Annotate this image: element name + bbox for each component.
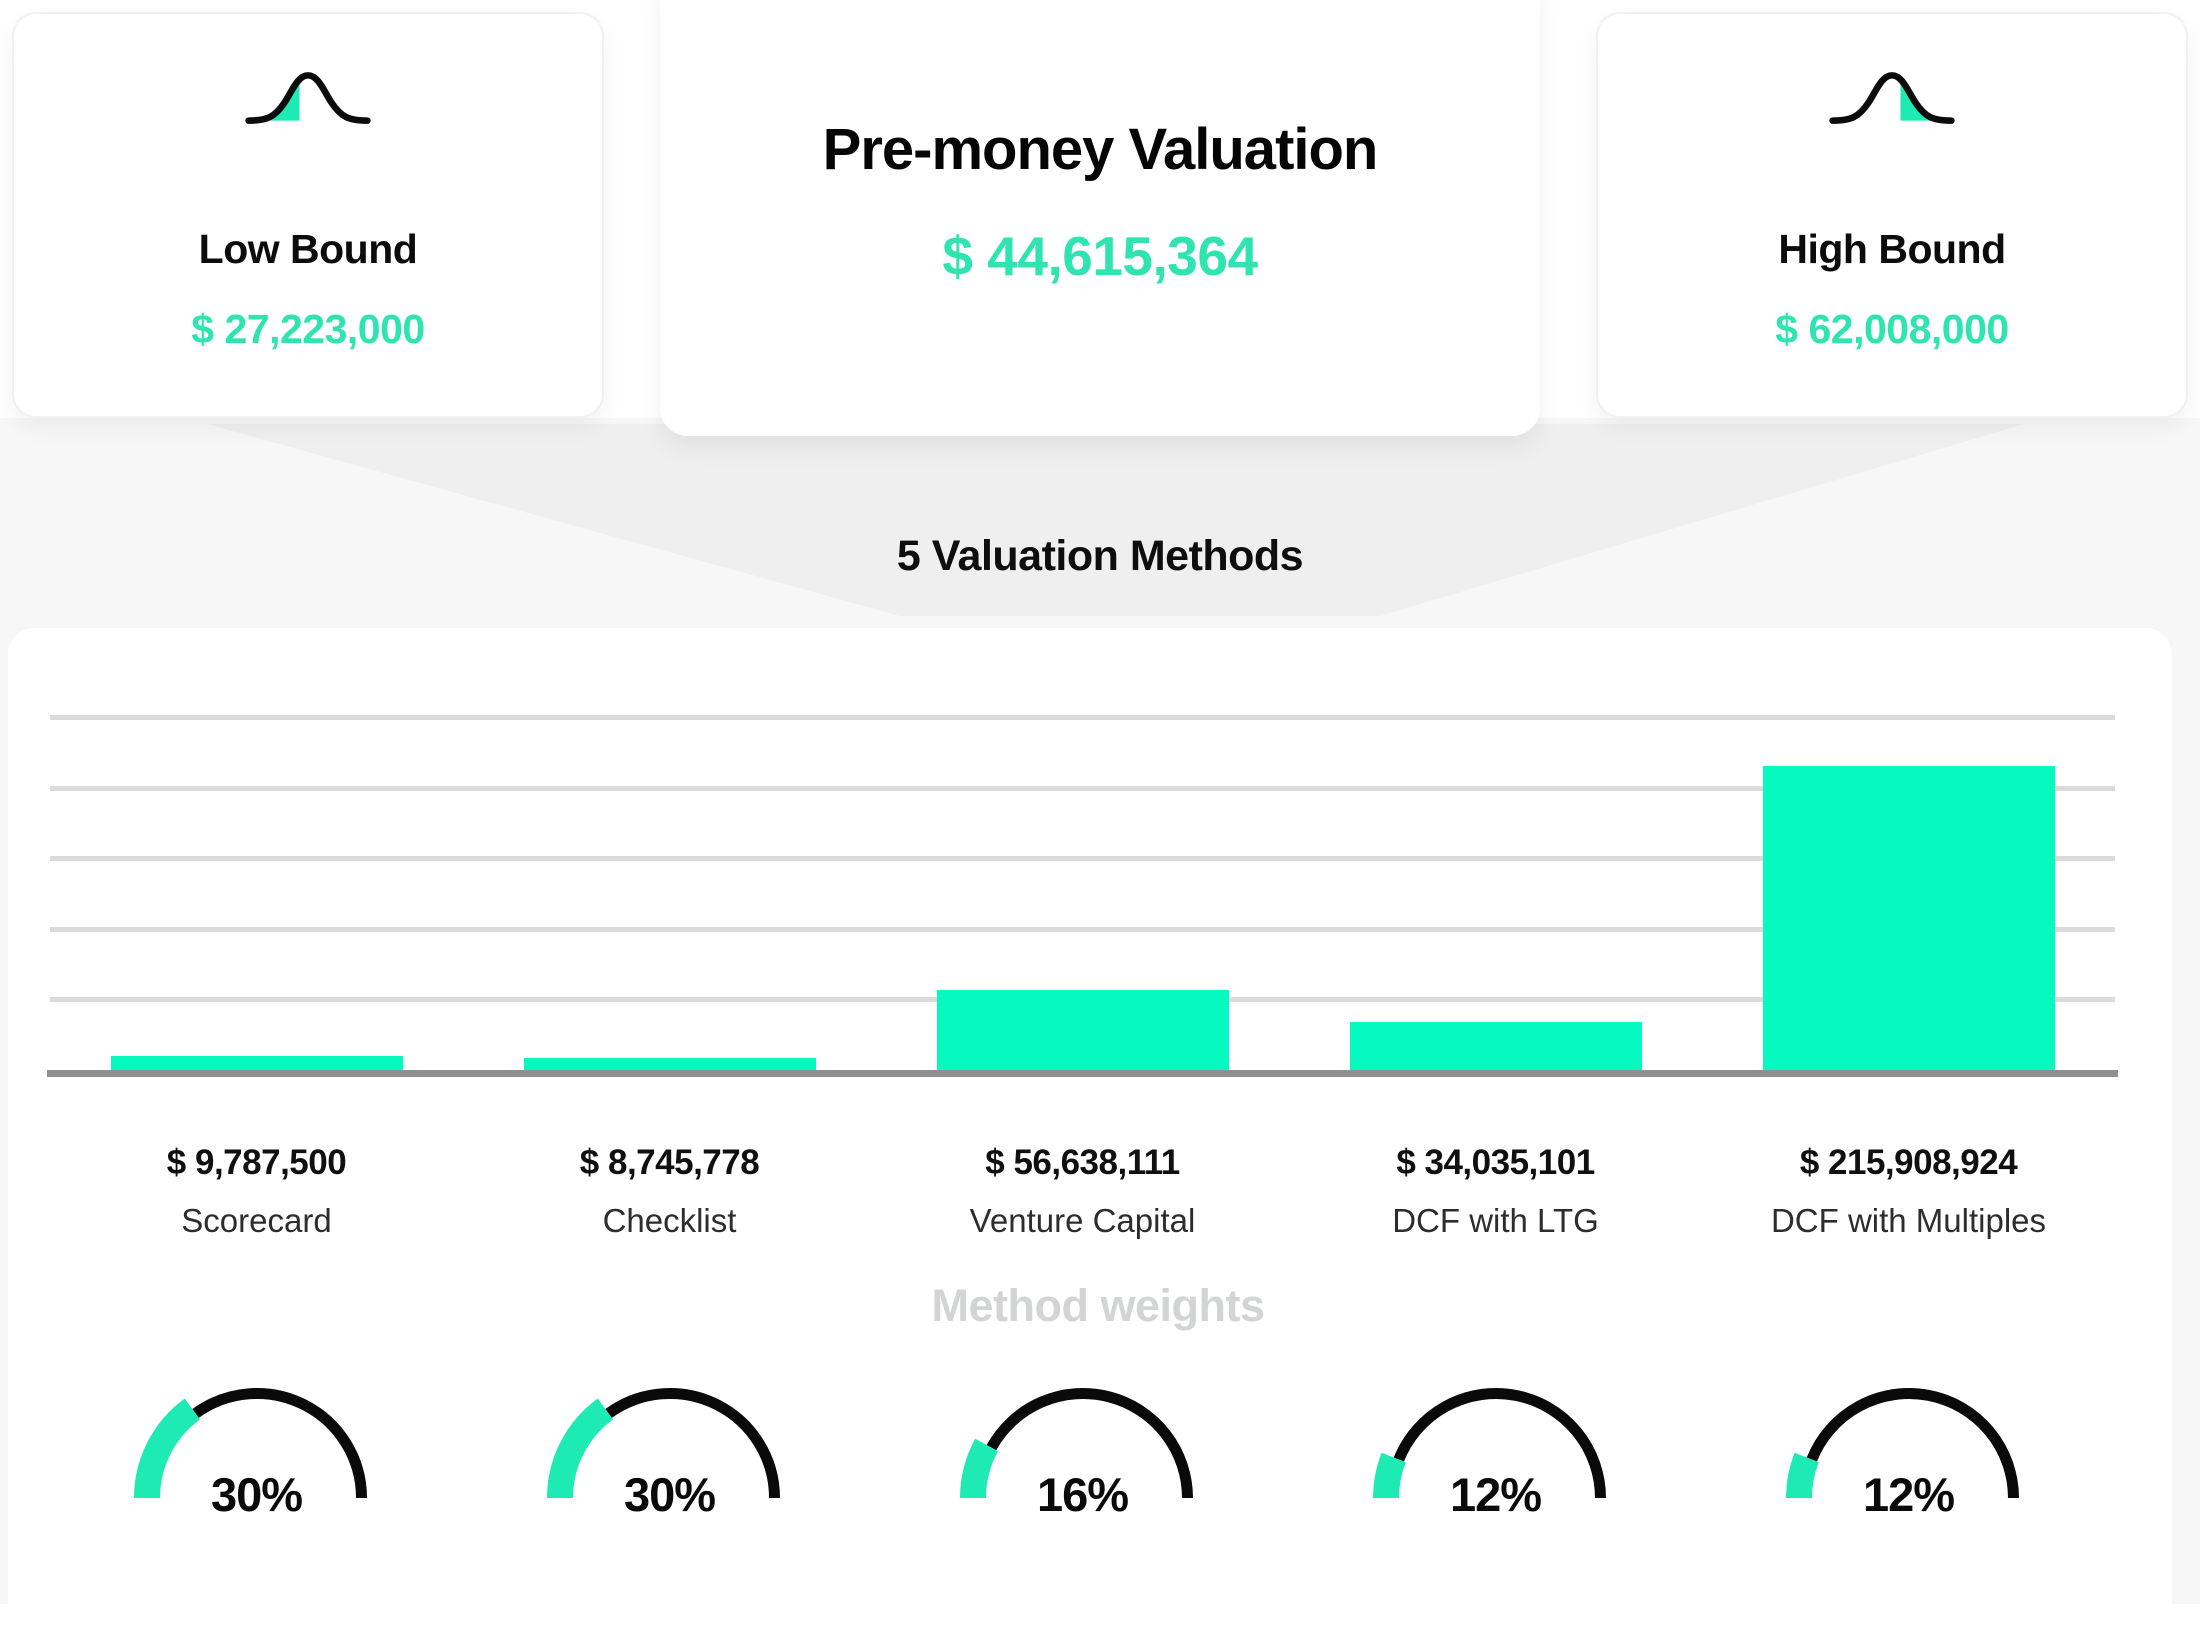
gauge-track-arc (1393, 1388, 1606, 1499)
method-weights-title: Method weights (931, 1280, 1265, 1331)
bar-venture-capital (936, 990, 1229, 1070)
bar-dcf-with-ltg (1349, 1022, 1642, 1070)
bar-checklist (523, 1057, 816, 1070)
gauge-percent-label: 30% (210, 1468, 303, 1521)
gauge-fill-arc (959, 1438, 998, 1499)
gauge-percent-label: 12% (1449, 1468, 1542, 1521)
gridline (50, 785, 2115, 791)
bar-value-label: $ 8,745,778 (579, 1143, 760, 1182)
high-bound-title: High Bound (1778, 226, 2006, 272)
pre-money-title: Pre-money Valuation (822, 117, 1379, 182)
low-bound-value: $ 27,223,000 (191, 306, 425, 352)
gauge-dcf-with-ltg (1372, 1388, 1606, 1499)
gauge-fill-arc (1372, 1452, 1406, 1499)
bar-category-label: Venture Capital (969, 1202, 1196, 1239)
gauge-venture-capital (959, 1388, 1193, 1499)
valuation-methods-heading: 5 Valuation Methods (896, 532, 1304, 580)
gauge-percent-label: 30% (623, 1468, 716, 1521)
gauge-track-arc (191, 1388, 367, 1499)
bar-value-label: $ 9,787,500 (166, 1143, 347, 1182)
gauge-track-arc (986, 1388, 1193, 1499)
bar-category-label: Checklist (602, 1202, 737, 1239)
pre-money-card: Pre-money Valuation $ 44,615,364 (660, 0, 1540, 436)
gauge-checklist (546, 1388, 780, 1499)
bar-scorecard (110, 1056, 403, 1070)
gauge-fill-arc (546, 1398, 613, 1499)
bar-category-label: DCF with Multiples (1770, 1202, 2047, 1239)
gauge-dcf-with-multiples (1785, 1388, 2019, 1499)
gauge-track-arc (1806, 1388, 2019, 1499)
methods-chart-panel: $ 9,787,500 Scorecard $ 8,745,778 Checklist… (8, 628, 2172, 1628)
high-bound-card: High Bound $ 62,008,000 (1596, 12, 2188, 418)
low-bound-card: Low Bound $ 27,223,000 (12, 12, 604, 418)
gauge-percent-label: 12% (1862, 1468, 1955, 1521)
bar-value-label: $ 34,035,101 (1396, 1143, 1595, 1182)
gridline (50, 856, 2115, 861)
bar-dcf-with-multiples (1762, 765, 2055, 1070)
high-bound-value: $ 62,008,000 (1775, 306, 2009, 352)
pre-money-value: $ 44,615,364 (942, 225, 1258, 287)
gauge-percent-label: 16% (1036, 1468, 1129, 1521)
bar-category-label: DCF with LTG (1392, 1202, 1599, 1239)
bar-value-label: $ 56,638,111 (985, 1143, 1180, 1182)
x-axis-baseline (47, 1070, 2118, 1077)
gridline (50, 715, 2115, 720)
gauge-track-arc (604, 1388, 780, 1499)
gauge-scorecard (133, 1388, 367, 1499)
bell-curve-right-tail-icon (1826, 64, 1958, 132)
bell-curve-left-tail-icon (242, 64, 374, 132)
gridline (50, 926, 2115, 932)
bar-value-label: $ 215,908,924 (1799, 1143, 2018, 1182)
low-bound-title: Low Bound (198, 226, 418, 272)
gauge-fill-arc (1785, 1452, 1819, 1499)
bar-category-label: Scorecard (181, 1202, 332, 1239)
gauge-fill-arc (133, 1398, 200, 1499)
